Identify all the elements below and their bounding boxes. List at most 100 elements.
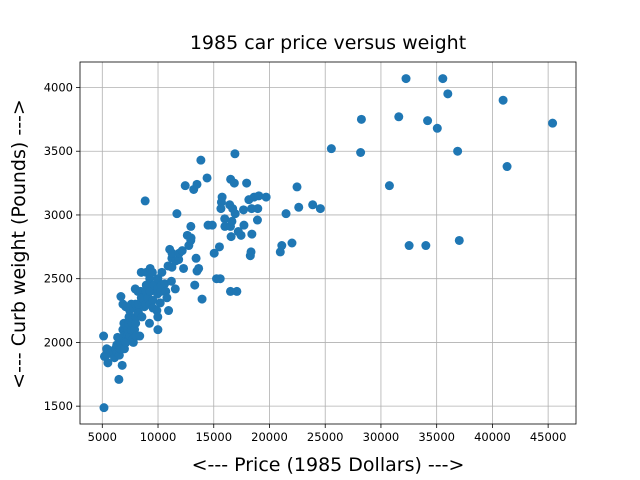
scatter-point xyxy=(242,178,252,188)
scatter-point xyxy=(254,191,264,201)
scatter-point xyxy=(404,241,414,251)
y-tick-label: 3500 xyxy=(44,144,73,158)
chart-title: 1985 car price versus weight xyxy=(190,32,466,54)
scatter-point xyxy=(131,318,141,328)
scatter-point xyxy=(292,182,302,192)
y-axis-label: <--- Curb weight (Pounds) ---> xyxy=(8,99,30,389)
scatter-point xyxy=(172,209,182,219)
scatter-point xyxy=(153,325,163,335)
scatter-point xyxy=(116,292,126,302)
scatter-point xyxy=(162,293,172,303)
grid xyxy=(80,62,576,424)
scatter-point xyxy=(157,267,167,277)
scatter-point xyxy=(103,358,113,368)
scatter-point xyxy=(140,196,150,206)
scatter-point xyxy=(153,312,163,322)
scatter-point xyxy=(167,248,177,258)
scatter-point xyxy=(315,204,325,214)
scatter-point xyxy=(166,276,176,286)
scatter-point xyxy=(394,112,404,122)
scatter-point xyxy=(194,263,204,273)
scatter-point xyxy=(136,293,146,303)
scatter-point xyxy=(253,204,263,214)
y-tick-label: 1500 xyxy=(44,399,73,413)
scatter-point xyxy=(137,312,147,322)
scatter-point xyxy=(356,114,366,124)
y-tick-label: 2500 xyxy=(44,272,73,286)
x-tick-label: 45000 xyxy=(530,430,567,444)
x-tick-label: 30000 xyxy=(363,430,400,444)
scatter-point xyxy=(232,286,242,296)
scatter-point xyxy=(197,294,207,304)
scatter-point xyxy=(498,95,508,105)
scatter-point xyxy=(191,253,201,263)
scatter-point xyxy=(170,284,180,294)
scatter-point xyxy=(215,274,225,284)
scatter-point xyxy=(453,146,463,156)
scatter-point xyxy=(384,181,394,191)
x-tick-label: 10000 xyxy=(140,430,177,444)
x-axis-label: <--- Price (1985 Dollars) ---> xyxy=(192,454,465,476)
scatter-point xyxy=(502,162,512,172)
axis-ticks: 5000 10000 15000 20000 25000 30000 35000 40000 4… xyxy=(44,80,567,444)
scatter-point xyxy=(401,74,411,84)
scatter-point xyxy=(99,331,109,341)
scatter-point xyxy=(148,295,158,305)
scatter-point xyxy=(177,246,187,256)
scatter-point xyxy=(239,205,249,215)
scatter-point xyxy=(294,202,304,212)
scatter-point xyxy=(186,221,196,231)
scatter-point xyxy=(443,89,453,99)
scatter-point xyxy=(281,209,291,219)
scatter-point xyxy=(246,247,256,257)
scatter-point xyxy=(99,403,109,413)
scatter-point xyxy=(229,178,239,188)
scatter-point xyxy=(277,241,287,251)
scatter-point xyxy=(421,241,431,251)
scatter-point xyxy=(144,318,154,328)
scatter-point xyxy=(179,263,189,273)
scatter-point xyxy=(356,148,366,157)
scatter-point xyxy=(247,229,257,239)
x-tick-label: 40000 xyxy=(474,430,511,444)
scatter-point xyxy=(548,118,558,128)
x-tick-label: 35000 xyxy=(418,430,455,444)
scatter-point xyxy=(308,200,318,210)
scatter-point xyxy=(164,306,174,316)
x-tick-label: 5000 xyxy=(88,430,117,444)
scatter-point xyxy=(239,220,249,230)
scatter-point xyxy=(135,331,145,341)
scatter-point xyxy=(207,220,217,230)
scatter-point xyxy=(438,74,448,84)
y-tick-label: 2000 xyxy=(44,335,73,349)
scatter-point xyxy=(147,267,157,277)
scatter-point xyxy=(186,233,196,243)
scatter-point xyxy=(230,149,240,159)
scatter-point xyxy=(454,235,464,245)
scatter-point xyxy=(230,209,240,219)
scatter-point xyxy=(192,179,202,189)
data-points xyxy=(99,74,558,413)
scatter-point xyxy=(287,238,297,248)
scatter-point xyxy=(227,216,237,226)
y-tick-label: 3000 xyxy=(44,208,73,222)
x-tick-label: 15000 xyxy=(195,430,232,444)
scatter-point xyxy=(214,242,224,252)
plot-frame xyxy=(79,61,577,425)
scatter-point xyxy=(225,286,235,296)
x-tick-label: 25000 xyxy=(307,430,344,444)
scatter-point xyxy=(180,181,190,191)
scatter-point xyxy=(121,337,131,347)
scatter-point xyxy=(202,173,212,183)
scatter-point xyxy=(190,280,200,290)
scatter-point xyxy=(236,230,246,240)
y-tick-label: 4000 xyxy=(44,80,73,94)
scatter-point xyxy=(423,116,433,126)
scatter-point xyxy=(209,248,219,258)
scatter-point xyxy=(114,374,124,384)
scatter-point xyxy=(217,192,227,202)
scatter-point xyxy=(220,214,230,224)
scatter-point xyxy=(196,155,206,165)
x-tick-label: 20000 xyxy=(251,430,288,444)
